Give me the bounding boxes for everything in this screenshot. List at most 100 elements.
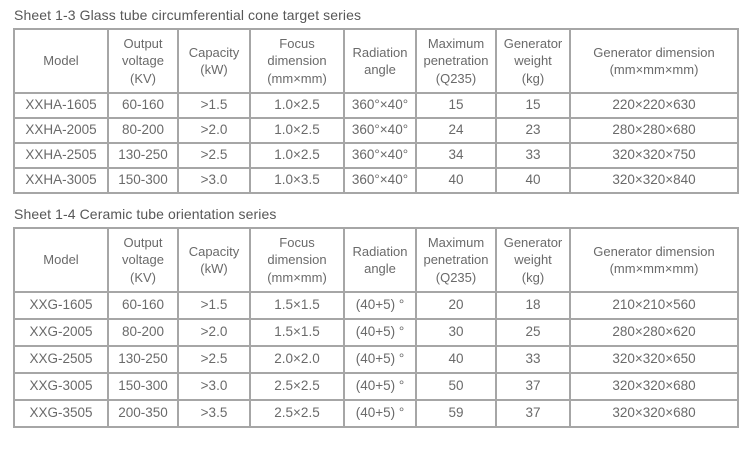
- cell-focus-dimension: 1.5×1.5: [249, 318, 345, 347]
- cell-capacity: >3.0: [177, 167, 251, 194]
- header-cell-max-penetration: Maximum penetration (Q235): [415, 28, 497, 94]
- cell-radiation-angle: (40+5) °: [343, 318, 417, 347]
- sheet-1-4-title: Sheet 1-4 Ceramic tube orientation serie…: [14, 206, 277, 222]
- header-cell-output-voltage: Output voltage (KV): [107, 227, 179, 293]
- cell-generator-dimension: 320×320×840: [569, 167, 739, 194]
- cell-max-penetration: 59: [415, 399, 497, 428]
- cell-capacity: >2.5: [177, 142, 251, 169]
- cell-generator-dimension: 320×320×650: [569, 345, 739, 374]
- cell-output-voltage: 130-250: [107, 345, 179, 374]
- cell-radiation-angle: 360°×40°: [343, 167, 417, 194]
- cell-focus-dimension: 1.0×2.5: [249, 92, 345, 119]
- header-cell-generator-dimension: Generator dimension (mm×mm×mm): [569, 227, 739, 293]
- cell-generator-dimension: 320×320×750: [569, 142, 739, 169]
- header-cell-capacity: Capacity (kW): [177, 28, 251, 94]
- cell-focus-dimension: 1.5×1.5: [249, 291, 345, 320]
- cell-generator-weight: 25: [495, 318, 571, 347]
- cell-max-penetration: 30: [415, 318, 497, 347]
- cell-generator-dimension: 280×280×680: [569, 117, 739, 144]
- cell-capacity: >1.5: [177, 92, 251, 119]
- header-row: Model Output voltage (KV) Capacity (kW) …: [13, 28, 739, 94]
- cell-radiation-angle: (40+5) °: [343, 399, 417, 428]
- cell-model: XXG-2505: [13, 345, 109, 374]
- cell-capacity: >2.0: [177, 117, 251, 144]
- cell-model: XXHA-2505: [13, 142, 109, 169]
- cell-max-penetration: 40: [415, 345, 497, 374]
- cell-generator-weight: 23: [495, 117, 571, 144]
- table-row: XXHA-3005 150-300 >3.0 1.0×3.5 360°×40° …: [13, 167, 739, 194]
- cell-capacity: >2.5: [177, 345, 251, 374]
- cell-output-voltage: 80-200: [107, 117, 179, 144]
- cell-max-penetration: 15: [415, 92, 497, 119]
- cell-radiation-angle: 360°×40°: [343, 92, 417, 119]
- cell-focus-dimension: 1.0×3.5: [249, 167, 345, 194]
- cell-model: XXHA-2005: [13, 117, 109, 144]
- cell-focus-dimension: 2.5×2.5: [249, 372, 345, 401]
- header-cell-model: Model: [13, 227, 109, 293]
- cell-output-voltage: 200-350: [107, 399, 179, 428]
- cell-capacity: >3.0: [177, 372, 251, 401]
- cell-generator-dimension: 280×280×620: [569, 318, 739, 347]
- cell-max-penetration: 50: [415, 372, 497, 401]
- cell-focus-dimension: 1.0×2.5: [249, 142, 345, 169]
- cell-generator-weight: 33: [495, 142, 571, 169]
- cell-generator-weight: 18: [495, 291, 571, 320]
- cell-focus-dimension: 2.0×2.0: [249, 345, 345, 374]
- cell-model: XXHA-1605: [13, 92, 109, 119]
- cell-generator-weight: 37: [495, 372, 571, 401]
- table-row: XXG-2005 80-200 >2.0 1.5×1.5 (40+5) ° 30…: [13, 318, 739, 347]
- sheet-1-3-table: Model Output voltage (KV) Capacity (kW) …: [13, 28, 739, 194]
- cell-radiation-angle: 360°×40°: [343, 117, 417, 144]
- table-row: XXG-3505 200-350 >3.5 2.5×2.5 (40+5) ° 5…: [13, 399, 739, 428]
- cell-model: XXHA-3005: [13, 167, 109, 194]
- cell-capacity: >3.5: [177, 399, 251, 428]
- cell-generator-dimension: 210×210×560: [569, 291, 739, 320]
- cell-output-voltage: 150-300: [107, 167, 179, 194]
- header-cell-capacity: Capacity (kW): [177, 227, 251, 293]
- cell-max-penetration: 40: [415, 167, 497, 194]
- table-row: XXHA-2505 130-250 >2.5 1.0×2.5 360°×40° …: [13, 142, 739, 169]
- cell-radiation-angle: (40+5) °: [343, 372, 417, 401]
- cell-focus-dimension: 2.5×2.5: [249, 399, 345, 428]
- table-row: XXHA-2005 80-200 >2.0 1.0×2.5 360°×40° 2…: [13, 117, 739, 144]
- header-cell-generator-weight: Generator weight (kg): [495, 227, 571, 293]
- cell-output-voltage: 130-250: [107, 142, 179, 169]
- header-cell-focus-dimension: Focus dimension (mm×mm): [249, 227, 345, 293]
- cell-model: XXG-2005: [13, 318, 109, 347]
- header-cell-radiation-angle: Radiation angle: [343, 227, 417, 293]
- cell-max-penetration: 24: [415, 117, 497, 144]
- cell-focus-dimension: 1.0×2.5: [249, 117, 345, 144]
- header-cell-max-penetration: Maximum penetration (Q235): [415, 227, 497, 293]
- cell-generator-dimension: 220×220×630: [569, 92, 739, 119]
- sheet-1-4-table: Model Output voltage (KV) Capacity (kW) …: [13, 227, 739, 428]
- header-cell-radiation-angle: Radiation angle: [343, 28, 417, 94]
- table-row: XXG-2505 130-250 >2.5 2.0×2.0 (40+5) ° 4…: [13, 345, 739, 374]
- header-cell-model: Model: [13, 28, 109, 94]
- cell-generator-weight: 33: [495, 345, 571, 374]
- header-cell-generator-weight: Generator weight (kg): [495, 28, 571, 94]
- cell-output-voltage: 150-300: [107, 372, 179, 401]
- cell-model: XXG-3005: [13, 372, 109, 401]
- cell-capacity: >2.0: [177, 318, 251, 347]
- sheet-1-3-title: Sheet 1-3 Glass tube circumferential con…: [14, 7, 362, 23]
- cell-radiation-angle: (40+5) °: [343, 345, 417, 374]
- cell-generator-weight: 37: [495, 399, 571, 428]
- cell-output-voltage: 60-160: [107, 291, 179, 320]
- sheet-1-4-section: Sheet 1-4 Ceramic tube orientation serie…: [13, 206, 739, 428]
- sheet-1-3-section: Sheet 1-3 Glass tube circumferential con…: [13, 7, 739, 194]
- table-row: XXG-1605 60-160 >1.5 1.5×1.5 (40+5) ° 20…: [13, 291, 739, 320]
- cell-generator-weight: 40: [495, 167, 571, 194]
- cell-model: XXG-1605: [13, 291, 109, 320]
- header-row: Model Output voltage (KV) Capacity (kW) …: [13, 227, 739, 293]
- cell-generator-dimension: 320×320×680: [569, 372, 739, 401]
- header-cell-focus-dimension: Focus dimension (mm×mm): [249, 28, 345, 94]
- cell-max-penetration: 34: [415, 142, 497, 169]
- cell-output-voltage: 60-160: [107, 92, 179, 119]
- cell-radiation-angle: (40+5) °: [343, 291, 417, 320]
- header-cell-output-voltage: Output voltage (KV): [107, 28, 179, 94]
- header-cell-generator-dimension: Generator dimension (mm×mm×mm): [569, 28, 739, 94]
- cell-output-voltage: 80-200: [107, 318, 179, 347]
- cell-capacity: >1.5: [177, 291, 251, 320]
- cell-max-penetration: 20: [415, 291, 497, 320]
